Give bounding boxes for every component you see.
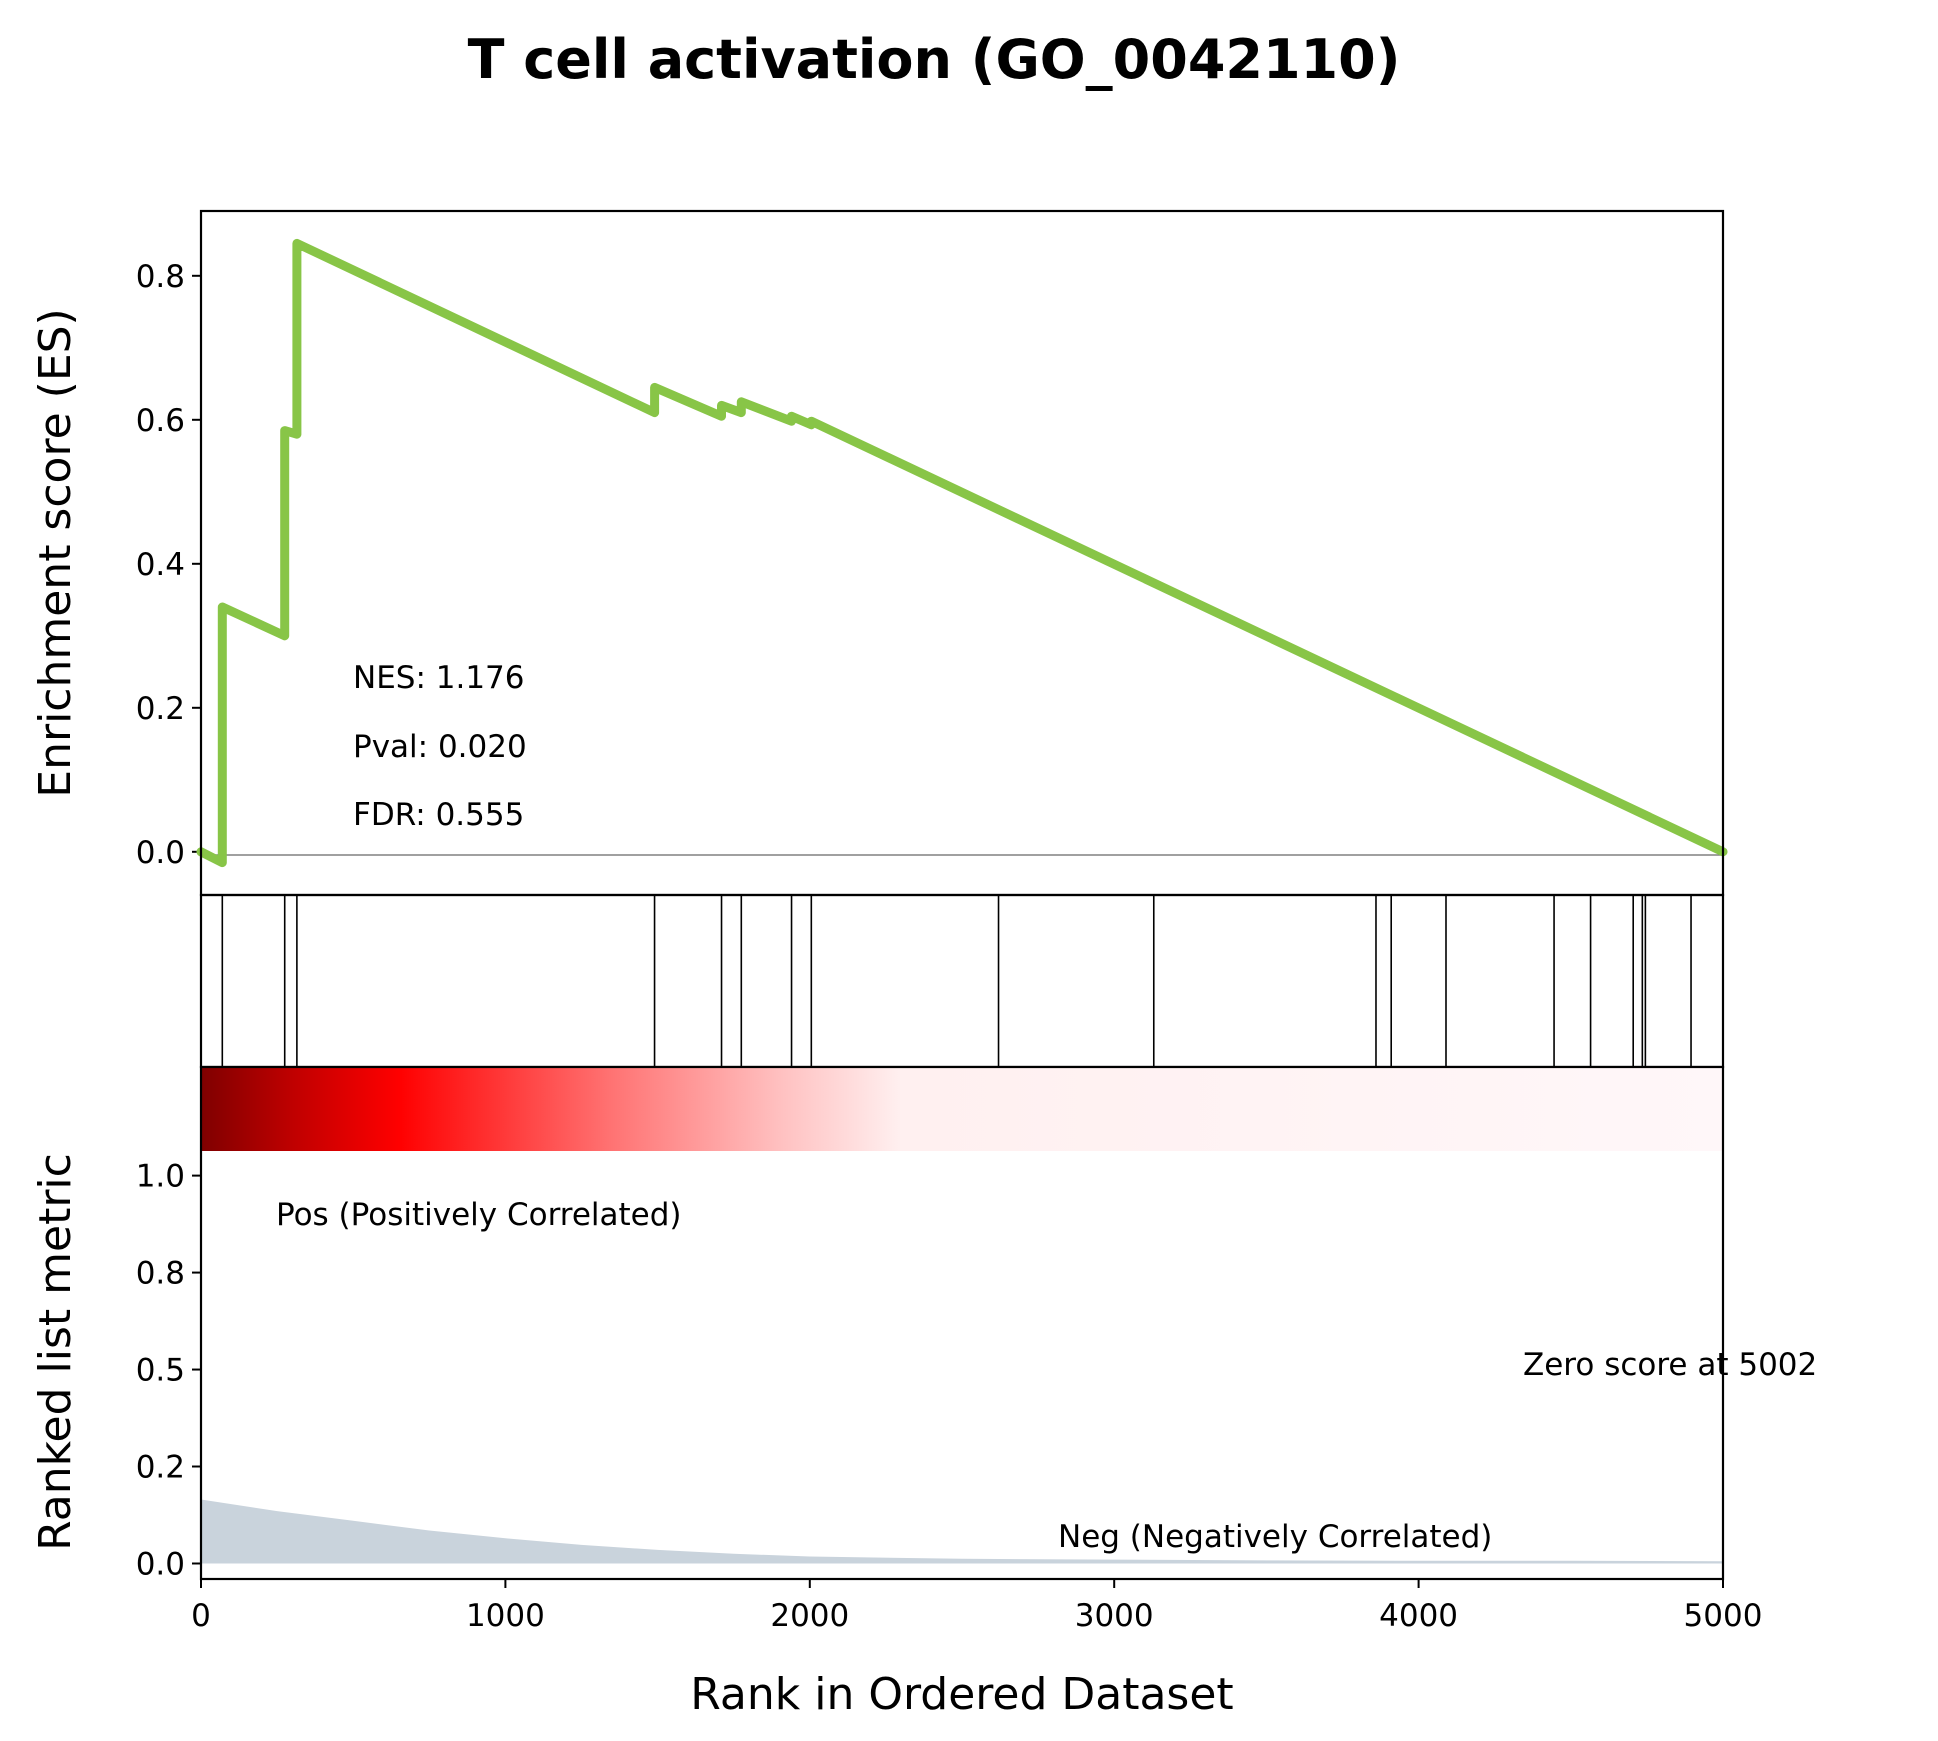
es-y-tick-label: 0.2 [136, 691, 185, 727]
ranked-metric-area [201, 1499, 1723, 1564]
x-tick-label: 3000 [1075, 1598, 1154, 1634]
zero-score-label: Zero score at 5002 [1523, 1347, 1817, 1383]
x-tick-label: 2000 [770, 1598, 849, 1634]
x-tick-label: 0 [191, 1598, 211, 1634]
rank-y-tick-label: 0.2 [136, 1450, 185, 1486]
es-panel: 0.0 0.2 0.4 0.6 0.8 NES: 1.176 Pval: 0.020 F… [30, 209, 1728, 897]
gene-hit-lines [221, 895, 1692, 1067]
rank-y-tick-label: 0.8 [136, 1256, 185, 1292]
hits-panel [199, 893, 1725, 1069]
es-y-tick-label: 0.0 [136, 835, 185, 871]
es-y-axis-label: Enrichment score (ES) [30, 308, 81, 797]
x-tick-label: 5000 [1684, 1598, 1763, 1634]
es-y-tick-label: 0.6 [136, 403, 185, 439]
rank-panel-frame [199, 1065, 1725, 1581]
enrichment-score-line [196, 238, 1728, 868]
rank-y-axis-label: Ranked list metric [30, 1153, 81, 1551]
nes-annotation: NES: 1.176 [353, 660, 525, 696]
negative-correlation-label: Neg (Negatively Correlated) [1058, 1519, 1492, 1555]
es-y-ticks: 0.0 0.2 0.4 0.6 0.8 [136, 259, 201, 871]
es-y-tick-label: 0.8 [136, 259, 185, 295]
fdr-annotation: FDR: 0.555 [353, 797, 524, 833]
rank-x-ticks: 0 1000 2000 3000 4000 5000 [191, 1579, 1762, 1634]
hits-panel-frame [199, 893, 1725, 1069]
rank-y-ticks: 0.0 0.2 0.5 0.8 1.0 [136, 1159, 201, 1582]
x-tick-label: 1000 [466, 1598, 545, 1634]
chart-title: T cell activation (GO_0042110) [468, 28, 1401, 91]
correlation-heatmap-bar [201, 1067, 1723, 1151]
rank-y-tick-label: 1.0 [136, 1159, 185, 1195]
rank-y-tick-label: 0.0 [136, 1546, 185, 1582]
es-y-tick-label: 0.4 [136, 547, 185, 583]
positive-correlation-label: Pos (Positively Correlated) [276, 1197, 682, 1233]
x-axis-label: Rank in Ordered Dataset [690, 1669, 1233, 1720]
rank-panel: 0.0 0.2 0.5 0.8 1.0 0 1000 2000 3000 4000 5000 Po… [30, 1065, 1817, 1720]
x-tick-label: 4000 [1379, 1598, 1458, 1634]
rank-y-tick-label: 0.5 [136, 1353, 185, 1389]
es-panel-frame [199, 209, 1725, 897]
pval-annotation: Pval: 0.020 [353, 729, 527, 765]
